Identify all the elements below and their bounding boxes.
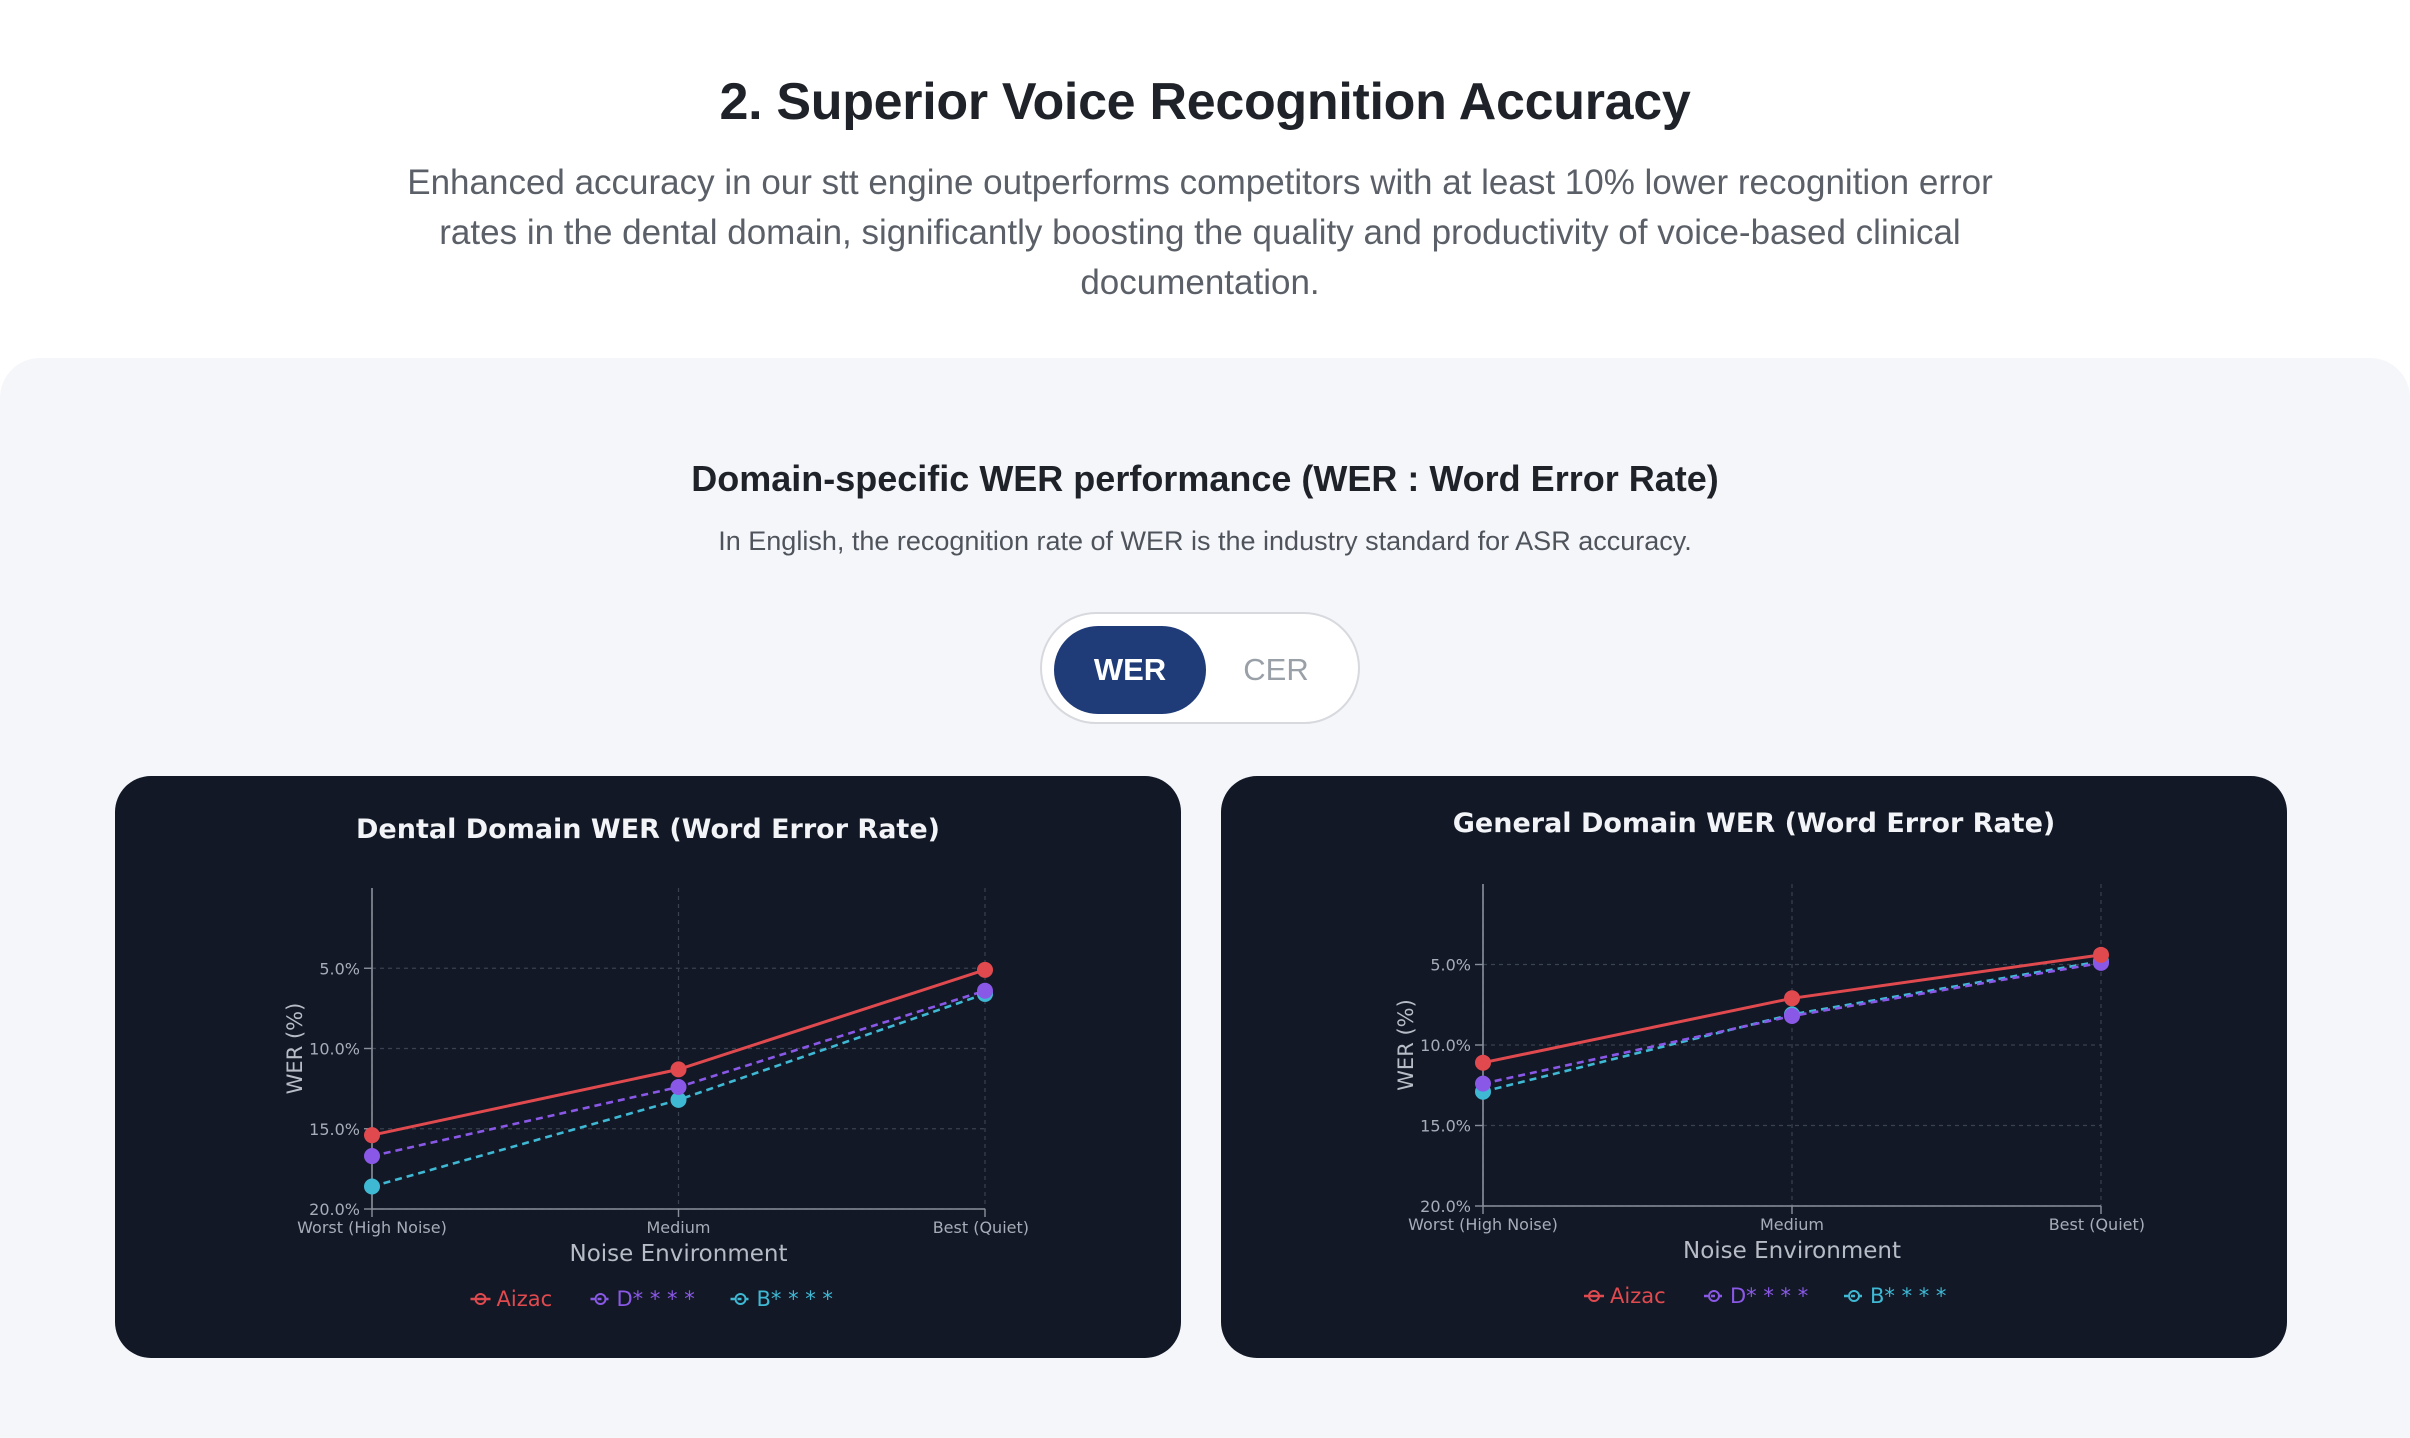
general-domain-chart: General Domain WER (Word Error Rate) 5.0%…	[1394, 808, 2145, 1308]
dental-domain-chart: Dental Domain WER (Word Error Rate) 5.0% 1…	[283, 814, 1029, 1311]
toggle-wer-button[interactable]: WER	[1054, 626, 1206, 714]
data-point	[1784, 1008, 1800, 1025]
legend-label: Aizac	[497, 1287, 553, 1311]
data-point	[977, 982, 993, 999]
legend-item: B* * * *	[730, 1287, 833, 1311]
toggle-cer-button[interactable]: CER	[1243, 652, 1309, 687]
x-tick-label: Worst (High Noise)	[1408, 1215, 1558, 1234]
legend-item: B* * * *	[1844, 1284, 1946, 1308]
y-axis-label: WER (%)	[1394, 999, 1418, 1091]
y-axis-label: WER (%)	[283, 1003, 307, 1095]
y-tick-label: 10.0%	[309, 1040, 360, 1059]
data-point	[670, 1079, 687, 1096]
legend-item: D* * * *	[1704, 1284, 1808, 1308]
data-point	[364, 1178, 380, 1195]
x-tick-label: Medium	[1760, 1215, 1824, 1234]
x-tick-label: Best (Quiet)	[2049, 1215, 2145, 1234]
data-point	[1784, 990, 1800, 1007]
y-tick-label: 5.0%	[1430, 956, 1471, 975]
legend-label: Aizac	[1610, 1284, 1666, 1308]
y-tick-label: 5.0%	[319, 959, 360, 978]
legend-label: D* * * *	[1730, 1284, 1808, 1308]
y-tick-label: 20.0%	[1420, 1197, 1471, 1216]
data-point	[670, 1091, 687, 1108]
legend-item: Aizac	[470, 1287, 553, 1311]
data-point	[364, 1148, 380, 1165]
legend-label: B* * * *	[1870, 1284, 1946, 1308]
x-tick-label: Worst (High Noise)	[297, 1218, 447, 1237]
data-point	[670, 1061, 687, 1078]
data-point	[2093, 946, 2109, 963]
legend-label: B* * * *	[757, 1287, 833, 1311]
page-title: 2. Superior Voice Recognition Accuracy	[719, 73, 1691, 131]
x-axis-label: Noise Environment	[570, 1241, 788, 1267]
y-tick-label: 20.0%	[309, 1200, 360, 1219]
data-point	[364, 1127, 380, 1144]
page-description: Enhanced accuracy in our stt engine outp…	[407, 163, 1993, 302]
general-domain-chart-card: General Domain WER (Word Error Rate) 5.0%…	[1221, 776, 2287, 1358]
y-tick-label: 10.0%	[1420, 1036, 1471, 1055]
data-point	[1475, 1075, 1491, 1092]
data-point	[977, 961, 993, 978]
x-tick-label: Medium	[647, 1218, 711, 1237]
section-subtitle: In English, the recognition rate of WER …	[718, 526, 1692, 556]
y-tick-label: 15.0%	[309, 1120, 360, 1139]
chart-title: General Domain WER (Word Error Rate)	[1453, 808, 2055, 839]
metric-toggle: WER CER	[1040, 612, 1360, 724]
data-point	[1475, 1054, 1491, 1071]
x-axis-label: Noise Environment	[1683, 1238, 1901, 1264]
legend-label: D* * * *	[617, 1287, 695, 1311]
y-tick-label: 15.0%	[1420, 1117, 1471, 1136]
dental-domain-chart-card: Dental Domain WER (Word Error Rate) 5.0% 1…	[115, 776, 1181, 1358]
legend-item: Aizac	[1584, 1284, 1666, 1308]
chart-title: Dental Domain WER (Word Error Rate)	[356, 814, 940, 845]
legend-item: D* * * *	[590, 1287, 695, 1311]
section-title: Domain-specific WER performance (WER : W…	[691, 458, 1719, 499]
x-tick-label: Best (Quiet)	[933, 1218, 1029, 1237]
